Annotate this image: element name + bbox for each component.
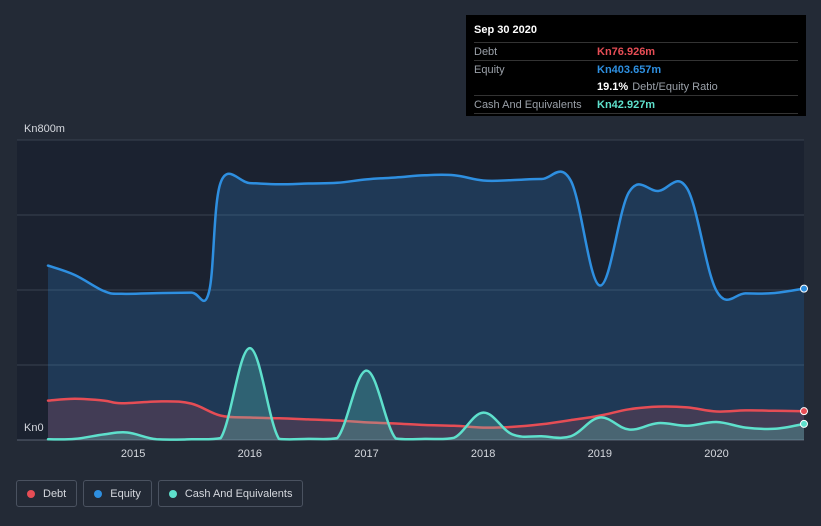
legend-item-cash[interactable]: Cash And Equivalents (157, 480, 304, 507)
tooltip-debt-value: Kn76.926m (597, 45, 656, 58)
debt-area (48, 398, 804, 440)
tooltip-date: Sep 30 2020 (474, 24, 537, 36)
x-axis: 2015 2016 2017 2018 2019 2020 (121, 448, 729, 460)
legend-equity-label: Equity (110, 487, 141, 500)
tooltip-equity-label: Equity (474, 63, 505, 76)
cash-line (46, 346, 806, 441)
legend-debt-label: Debt (43, 487, 67, 500)
cash-dot-icon (168, 489, 177, 498)
x-tick-label: 2015 (121, 448, 145, 460)
debt-line (46, 397, 806, 429)
tooltip-cash-row: Cash And Equivalents Kn42.927m (474, 95, 798, 114)
data-tooltip: Sep 30 2020 Debt Kn76.926m Equity Kn403.… (466, 15, 806, 116)
tooltip-ratio-row: 19.1% Debt/Equity Ratio (474, 78, 798, 95)
chart-legend: Debt Equity Cash And Equivalents (16, 480, 304, 507)
tooltip-debt-label: Debt (474, 45, 498, 58)
tooltip-equity-value: Kn403.657m (597, 63, 662, 76)
equity-dot-icon (94, 489, 103, 498)
cash-area (48, 348, 804, 440)
y-axis-max-label: Kn800m (24, 123, 65, 135)
equity-line (46, 170, 806, 303)
legend-item-debt[interactable]: Debt (16, 480, 78, 507)
legend-item-equity[interactable]: Equity (83, 480, 152, 507)
tooltip-debt-row: Debt Kn76.926m (474, 42, 798, 60)
series-layer (46, 170, 806, 441)
equity-area (48, 171, 804, 441)
x-tick-label: 2016 (238, 448, 262, 460)
tooltip-cash-label: Cash And Equivalents (474, 98, 582, 111)
tooltip-ratio-value: 19.1% (597, 80, 629, 93)
cash-end-marker (800, 419, 808, 428)
tooltip-equity-row: Equity Kn403.657m (474, 60, 798, 78)
x-tick-label: 2017 (354, 448, 378, 460)
x-tick-label: 2018 (471, 448, 495, 460)
x-tick-label: 2019 (588, 448, 612, 460)
end-markers (800, 284, 808, 428)
debt-end-marker (800, 407, 808, 416)
gridlines (17, 139, 804, 441)
tooltip-cash-value: Kn42.927m (597, 98, 656, 111)
debt-dot-icon (27, 489, 35, 498)
y-axis-min-label: Kn0 (24, 422, 44, 434)
tooltip-ratio-label: Debt/Equity Ratio (632, 80, 718, 93)
equity-end-marker (800, 284, 808, 293)
x-tick-label: 2020 (704, 448, 728, 460)
legend-cash-label: Cash And Equivalents (184, 487, 293, 500)
